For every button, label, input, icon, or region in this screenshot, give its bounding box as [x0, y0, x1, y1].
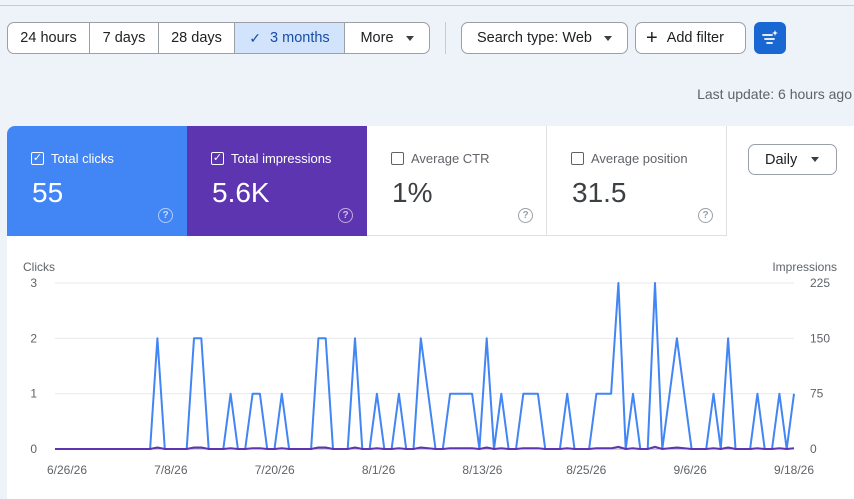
x-tick-label: 9/18/26: [774, 463, 814, 477]
clicks-series-line: [55, 282, 795, 450]
granularity-label: Daily: [765, 151, 798, 168]
search-type-dropdown[interactable]: Search type: Web: [461, 22, 628, 54]
metric-label: Average position: [591, 151, 688, 166]
x-tick-label: 7/20/26: [255, 463, 295, 477]
help-icon[interactable]: ?: [518, 208, 533, 223]
right-tick-label: 225: [810, 276, 830, 290]
filter-sparkle-icon: [762, 30, 778, 44]
filter-settings-button[interactable]: [754, 22, 786, 54]
range-7-days-button[interactable]: 7 days: [90, 23, 159, 53]
chevron-down-icon: [604, 35, 612, 41]
x-tick-label: 8/25/26: [566, 463, 606, 477]
range-24-hours-button[interactable]: 24 hours: [8, 23, 90, 53]
x-tick-label: 9/6/26: [673, 463, 707, 477]
x-tick-label: 6/26/26: [47, 463, 87, 477]
chevron-down-icon: [405, 35, 414, 41]
metric-total-impressions[interactable]: ✓ Total impressions 5.6K ?: [187, 126, 367, 236]
help-icon[interactable]: ?: [698, 208, 713, 223]
top-divider: [0, 5, 854, 6]
help-icon[interactable]: ?: [158, 208, 173, 223]
metric-value: 5.6K: [212, 177, 270, 208]
right-tick-label: 75: [810, 387, 824, 401]
range-more-button[interactable]: More: [345, 23, 429, 53]
left-tick-label: 1: [30, 387, 37, 401]
left-tick-label: 3: [30, 276, 37, 290]
granularity-dropdown[interactable]: Daily: [748, 144, 837, 175]
date-range-selector: 24 hours 7 days 28 days ✓ 3 months More: [7, 22, 430, 54]
checkbox-checked-icon[interactable]: ✓: [31, 152, 44, 165]
checkbox-unchecked-icon[interactable]: [391, 152, 404, 165]
checkbox-checked-icon[interactable]: ✓: [211, 152, 224, 165]
metric-label: Average CTR: [411, 151, 490, 166]
metric-value: 55: [32, 177, 64, 208]
left-tick-label: 2: [30, 331, 37, 345]
check-icon: ✓: [249, 29, 262, 46]
range-28-days-button[interactable]: 28 days: [159, 23, 235, 53]
x-tick-label: 7/8/26: [154, 463, 188, 477]
right-axis-title: Impressions: [772, 260, 837, 274]
metric-value: 1%: [392, 177, 433, 208]
metric-label: Total clicks: [51, 151, 114, 166]
left-tick-label: 0: [30, 442, 37, 456]
performance-card: ✓ Total clicks 55 ? ✓ Total impressions 5.…: [7, 126, 854, 499]
metric-average-ctr[interactable]: Average CTR 1% ?: [367, 126, 547, 236]
range-3-months-label: 3 months: [270, 30, 330, 46]
metric-label: Total impressions: [231, 151, 332, 166]
metric-total-clicks[interactable]: ✓ Total clicks 55 ?: [7, 126, 187, 236]
metric-average-position[interactable]: Average position 31.5 ?: [547, 126, 727, 236]
chevron-down-icon: [811, 157, 820, 162]
range-3-months-button[interactable]: ✓ 3 months: [235, 23, 345, 53]
impressions-series-line: [55, 445, 795, 450]
left-axis-title: Clicks: [23, 260, 55, 274]
x-tick-label: 8/1/26: [362, 463, 396, 477]
metric-value: 31.5: [572, 177, 627, 208]
search-type-label: Search type: Web: [477, 30, 592, 46]
checkbox-unchecked-icon[interactable]: [571, 152, 584, 165]
last-update-text: Last update: 6 hours ago: [697, 86, 852, 102]
toolbar-divider: [445, 22, 446, 54]
right-tick-label: 150: [810, 331, 830, 345]
right-tick-label: 0: [810, 442, 817, 456]
add-filter-label: Add filter: [666, 30, 724, 46]
plus-icon: +: [646, 27, 658, 49]
help-icon[interactable]: ?: [338, 208, 353, 223]
x-tick-label: 8/13/26: [462, 463, 502, 477]
range-more-label: More: [360, 30, 394, 46]
add-filter-button[interactable]: + Add filter: [635, 22, 746, 54]
